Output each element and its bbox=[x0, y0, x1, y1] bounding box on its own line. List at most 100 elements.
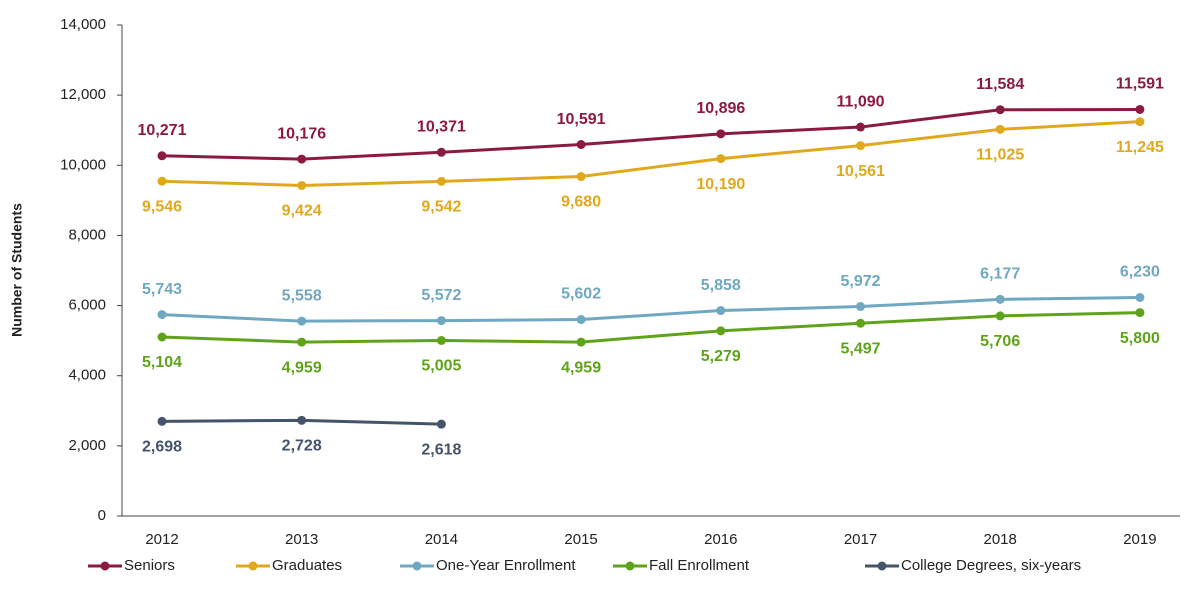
data-label: 11,090 bbox=[836, 93, 884, 110]
data-label: 11,591 bbox=[1116, 76, 1164, 93]
data-label: 5,005 bbox=[421, 358, 461, 375]
data-point bbox=[157, 310, 167, 320]
data-point bbox=[716, 306, 726, 316]
data-point bbox=[576, 337, 586, 347]
y-axis-label: Number of Students bbox=[9, 203, 25, 337]
data-label: 4,959 bbox=[282, 359, 322, 376]
data-label: 11,584 bbox=[976, 76, 1024, 93]
series-line bbox=[161, 296, 1140, 323]
data-point bbox=[436, 335, 446, 345]
data-label: 6,230 bbox=[1120, 264, 1160, 281]
data-label: 10,271 bbox=[138, 122, 187, 139]
data-point bbox=[856, 302, 865, 312]
data-label: 9,424 bbox=[282, 203, 322, 220]
series-line bbox=[161, 311, 1140, 344]
data-point bbox=[436, 316, 446, 326]
legend-marker bbox=[100, 561, 110, 571]
data-point bbox=[856, 122, 865, 132]
data-label: 5,572 bbox=[421, 287, 461, 304]
legend-marker bbox=[625, 561, 635, 571]
data-label: 9,546 bbox=[142, 198, 182, 215]
data-label: 10,176 bbox=[277, 125, 326, 142]
y-tick-label: 2,000 bbox=[68, 437, 106, 454]
data-point bbox=[157, 151, 167, 161]
data-label: 10,561 bbox=[836, 163, 885, 180]
legend-label: One-Year Enrollment bbox=[436, 557, 576, 574]
legend-label: College Degrees, six-years bbox=[901, 557, 1081, 574]
data-label: 9,542 bbox=[421, 199, 461, 216]
x-tick-label: 2013 bbox=[285, 531, 318, 548]
data-label: 5,497 bbox=[840, 340, 880, 357]
y-tick-label: 4,000 bbox=[68, 367, 106, 384]
data-label: 11,245 bbox=[1116, 139, 1164, 156]
data-label: 2,728 bbox=[282, 438, 322, 455]
data-point bbox=[856, 318, 865, 328]
data-label: 10,190 bbox=[696, 176, 745, 193]
x-tick-label: 2018 bbox=[984, 531, 1017, 548]
data-label: 5,279 bbox=[701, 348, 741, 365]
data-point bbox=[995, 311, 1005, 321]
data-point bbox=[297, 180, 307, 190]
data-label: 5,706 bbox=[980, 333, 1020, 350]
data-point bbox=[995, 294, 1005, 304]
legend-label: Graduates bbox=[272, 557, 342, 574]
data-label: 9,680 bbox=[561, 194, 601, 211]
data-label: 2,698 bbox=[142, 439, 182, 456]
legend-marker bbox=[412, 561, 422, 571]
y-tick-label: 0 bbox=[98, 507, 106, 524]
data-point bbox=[1135, 104, 1145, 114]
data-point bbox=[716, 154, 726, 164]
y-tick-label: 10,000 bbox=[60, 156, 106, 173]
data-point bbox=[157, 416, 167, 426]
data-point bbox=[1135, 308, 1145, 318]
data-point bbox=[995, 105, 1005, 115]
data-point bbox=[576, 315, 586, 325]
x-tick-label: 2016 bbox=[704, 531, 737, 548]
x-tick-label: 2012 bbox=[145, 531, 178, 548]
legend-label: Seniors bbox=[124, 557, 175, 574]
y-tick-label: 8,000 bbox=[68, 226, 106, 243]
legend-label: Fall Enrollment bbox=[649, 557, 750, 574]
data-point bbox=[856, 141, 865, 151]
data-point bbox=[297, 154, 307, 164]
data-label: 10,371 bbox=[417, 118, 466, 135]
data-point bbox=[297, 316, 307, 326]
data-label: 2,618 bbox=[421, 441, 461, 458]
data-point bbox=[297, 415, 307, 425]
legend-marker bbox=[877, 561, 887, 571]
x-tick-label: 2014 bbox=[425, 531, 458, 548]
series-line bbox=[161, 120, 1140, 187]
legend-marker bbox=[248, 561, 258, 571]
data-label: 5,858 bbox=[701, 277, 741, 294]
data-point bbox=[297, 337, 307, 347]
x-tick-label: 2015 bbox=[564, 531, 597, 548]
y-tick-label: 6,000 bbox=[68, 297, 106, 314]
y-tick-label: 12,000 bbox=[60, 86, 106, 103]
data-label: 11,025 bbox=[976, 147, 1024, 164]
data-label: 5,743 bbox=[142, 281, 182, 298]
data-label: 10,896 bbox=[696, 100, 745, 117]
data-point bbox=[157, 176, 167, 186]
data-point bbox=[576, 172, 586, 182]
data-point bbox=[716, 129, 726, 139]
data-point bbox=[576, 140, 586, 150]
data-label: 10,591 bbox=[557, 111, 606, 128]
data-label: 4,959 bbox=[561, 359, 601, 376]
x-tick-label: 2017 bbox=[844, 531, 877, 548]
data-label: 5,558 bbox=[282, 287, 322, 304]
data-point bbox=[716, 326, 726, 336]
data-point bbox=[436, 419, 446, 429]
data-point bbox=[1135, 293, 1145, 303]
data-point bbox=[436, 147, 446, 157]
data-label: 5,104 bbox=[142, 354, 182, 371]
data-label: 5,602 bbox=[561, 286, 601, 303]
y-tick-label: 14,000 bbox=[60, 16, 106, 33]
data-point bbox=[995, 124, 1005, 134]
series-line bbox=[161, 107, 1140, 161]
data-point bbox=[1135, 117, 1145, 127]
x-tick-label: 2019 bbox=[1123, 531, 1156, 548]
data-point bbox=[436, 176, 446, 186]
data-label: 5,800 bbox=[1120, 330, 1160, 347]
data-point bbox=[157, 332, 167, 342]
